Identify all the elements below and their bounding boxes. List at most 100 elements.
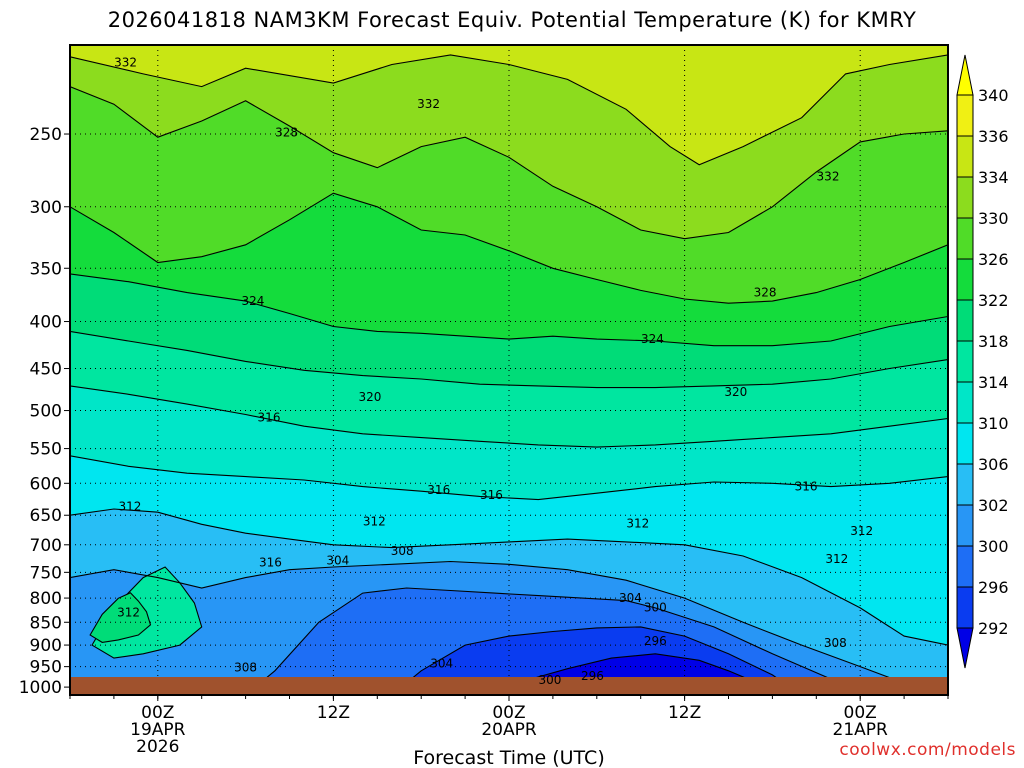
svg-text:296: 296: [581, 669, 604, 683]
contour-line: [70, 273, 948, 347]
contour-label: 316: [258, 411, 281, 425]
svg-text:308: 308: [391, 544, 414, 558]
y-tick-label: 700: [30, 536, 62, 556]
contour-label: 324: [241, 294, 264, 308]
colorbar-level-label: 300: [978, 537, 1009, 556]
x-tick-label: 00Z: [492, 703, 525, 723]
y-tick-label: 600: [30, 474, 62, 494]
y-tick-label: 900: [30, 636, 62, 656]
colorbar-level-label: 296: [978, 578, 1009, 597]
colorbar-level-label: 318: [978, 332, 1009, 351]
x-tick-label: 00Z: [844, 703, 877, 723]
x-tick-label: 00Z: [141, 703, 174, 723]
y-tick-label: 800: [30, 589, 62, 609]
contour-label: 300: [644, 600, 667, 614]
y-tick-label: 350: [30, 259, 62, 279]
svg-text:312: 312: [117, 605, 140, 619]
contour-label: 312: [117, 605, 140, 619]
contour-line: [70, 455, 948, 501]
contour-label: 332: [817, 169, 840, 183]
colorbar-level-label: 302: [978, 496, 1009, 515]
contour-line: [412, 626, 777, 677]
y-tick-label: 450: [30, 360, 62, 380]
y-tick-label: 750: [30, 563, 62, 583]
svg-text:312: 312: [825, 552, 848, 566]
x-tick-label: 2026: [136, 737, 179, 757]
svg-text:316: 316: [258, 411, 281, 425]
svg-text:300: 300: [539, 673, 562, 687]
contour-label: 316: [795, 480, 818, 494]
contour-label: 320: [724, 385, 747, 399]
colorbar-box: [956, 340, 974, 383]
colorbar-level-label: 340: [978, 86, 1009, 105]
contour-label: 308: [824, 636, 847, 650]
svg-text:312: 312: [119, 500, 142, 514]
colorbar-level-label: 306: [978, 455, 1009, 474]
contour-label: 328: [275, 125, 298, 139]
contour-label: 296: [581, 669, 604, 683]
colorbar-box: [956, 586, 974, 629]
contour-label: 312: [363, 514, 386, 528]
contour-label: 308: [391, 544, 414, 558]
x-tick-label: 12Z: [317, 703, 350, 723]
svg-text:320: 320: [724, 385, 747, 399]
svg-text:304: 304: [326, 553, 349, 567]
y-tick-label: 300: [30, 198, 62, 218]
contour-line: [70, 385, 948, 448]
colorbar-level-label: 334: [978, 168, 1009, 187]
contour-label: 304: [430, 656, 453, 670]
svg-text:316: 316: [480, 488, 503, 502]
colorbar-box: [956, 217, 974, 260]
y-tick-label: 650: [30, 506, 62, 526]
svg-text:304: 304: [430, 656, 453, 670]
contour-label: 324: [641, 332, 664, 346]
svg-text:332: 332: [417, 97, 440, 111]
colorbar-level-label: 292: [978, 619, 1009, 638]
svg-text:312: 312: [626, 517, 649, 531]
contour-label: 296: [644, 634, 667, 648]
svg-text:324: 324: [241, 294, 264, 308]
contour-line: [70, 508, 948, 646]
contour-label: 328: [754, 286, 777, 300]
x-tick-label: 20APR: [481, 720, 537, 740]
svg-text:308: 308: [824, 636, 847, 650]
contour-label: 312: [626, 517, 649, 531]
svg-text:320: 320: [359, 390, 382, 404]
contour-line: [70, 560, 890, 677]
contour-label: 308: [234, 660, 257, 674]
colorbar: 340 336 334 330 326 322 318 314 310 306 302 300 296 2…: [956, 54, 1009, 669]
svg-text:332: 332: [817, 169, 840, 183]
colorbar-box: [956, 135, 974, 178]
x-tick-label: 12Z: [668, 703, 701, 723]
svg-text:308: 308: [234, 660, 257, 674]
colorbar-box: [956, 176, 974, 219]
colorbar-min-arrow: [956, 627, 974, 669]
colorbar-level-label: 314: [978, 373, 1009, 392]
chart-title: 2026041818 NAM3KM Forecast Equiv. Potent…: [107, 8, 917, 32]
contour-label: 312: [850, 524, 873, 538]
x-tick-label: 19APR: [130, 720, 186, 740]
y-tick-label: 950: [30, 658, 62, 678]
y-tick-label: 850: [30, 613, 62, 633]
y-tick-label: 400: [30, 313, 62, 333]
colorbar-max-arrow: [956, 54, 974, 96]
svg-text:316: 316: [795, 480, 818, 494]
warm-pocket-core: [89, 592, 152, 643]
colorbar-box: [956, 381, 974, 424]
svg-text:316: 316: [427, 483, 450, 497]
contour-line: [536, 653, 745, 677]
svg-text:332: 332: [114, 56, 137, 70]
contour-label: 304: [326, 553, 349, 567]
svg-text:296: 296: [644, 634, 667, 648]
colorbar-level-label: 330: [978, 209, 1009, 228]
contour-line: [266, 587, 828, 677]
x-tick-label: 21APR: [833, 720, 889, 740]
contour-line: [70, 54, 948, 166]
svg-text:300: 300: [644, 600, 667, 614]
colorbar-level-label: 336: [978, 127, 1009, 146]
y-tick-label: 1000: [19, 678, 62, 698]
svg-text:324: 324: [641, 332, 664, 346]
colorbar-box: [956, 463, 974, 506]
svg-text:312: 312: [850, 524, 873, 538]
